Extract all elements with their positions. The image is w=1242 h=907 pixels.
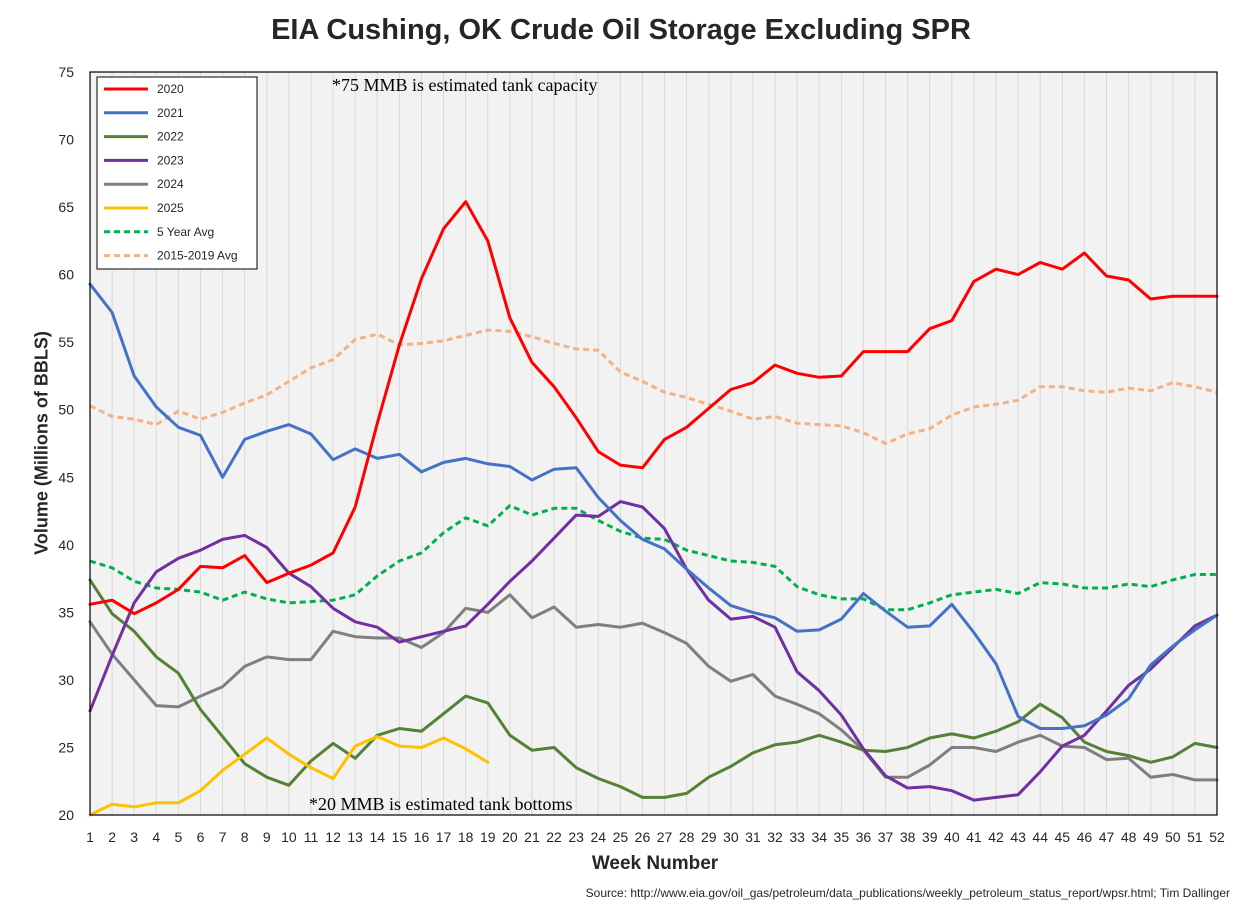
x-tick-label: 10 <box>281 829 297 845</box>
y-tick-label: 30 <box>58 672 74 688</box>
x-tick-label: 36 <box>856 829 872 845</box>
x-tick-label: 8 <box>241 829 249 845</box>
y-tick-label: 75 <box>58 64 74 80</box>
legend-label: 2015-2019 Avg <box>157 249 238 263</box>
y-tick-label: 35 <box>58 604 74 620</box>
x-tick-label: 7 <box>219 829 227 845</box>
series-line-5-year-avg <box>89 504 1217 612</box>
y-tick-label: 65 <box>58 199 74 215</box>
x-tick-label: 13 <box>347 829 363 845</box>
series-line-2020 <box>88 200 1219 616</box>
x-tick-label: 22 <box>546 829 562 845</box>
x-tick-label: 15 <box>392 829 408 845</box>
x-tick-label: 44 <box>1032 829 1048 845</box>
legend-label: 5 Year Avg <box>157 225 214 239</box>
x-tick-label: 27 <box>657 829 673 845</box>
x-tick-label: 31 <box>745 829 761 845</box>
x-tick-label: 40 <box>944 829 960 845</box>
x-tick-label: 28 <box>679 829 695 845</box>
x-tick-label: 11 <box>304 829 319 845</box>
y-tick-label: 70 <box>58 132 74 148</box>
series-line-2024 <box>88 593 1219 782</box>
x-tick-label: 6 <box>197 829 205 845</box>
x-tick-label: 41 <box>966 829 982 845</box>
x-tick-label: 9 <box>263 829 271 845</box>
x-tick-label: 14 <box>369 829 385 845</box>
y-tick-label: 45 <box>58 469 74 485</box>
x-tick-label: 52 <box>1209 829 1225 845</box>
x-tick-label: 1 <box>86 829 94 845</box>
legend-box <box>96 76 258 270</box>
legend-label: 2021 <box>157 106 184 120</box>
x-tick-label: 20 <box>502 829 518 845</box>
x-tick-label: 24 <box>590 829 606 845</box>
x-tick-label: 38 <box>900 829 916 845</box>
series-lines <box>88 200 1219 817</box>
y-tick-label: 50 <box>58 402 74 418</box>
series-line-2015-2019-avg <box>89 328 1218 445</box>
annotation-tank-capacity: *75 MMB is estimated tank capacity <box>332 75 597 95</box>
legend-label: 2024 <box>157 177 184 191</box>
x-tick-label: 18 <box>458 829 474 845</box>
plot-border <box>89 71 1218 816</box>
x-tick-label: 12 <box>325 829 341 845</box>
legend-label: 2020 <box>157 82 184 96</box>
x-tick-label: 46 <box>1077 829 1093 845</box>
x-tick-label: 50 <box>1165 829 1181 845</box>
x-tick-label: 35 <box>834 829 850 845</box>
y-tick-label: 55 <box>58 334 74 350</box>
x-tick-label: 17 <box>436 829 452 845</box>
x-tick-label: 42 <box>988 829 1004 845</box>
y-tick-label: 20 <box>58 807 74 823</box>
legend-label: 2025 <box>157 201 184 215</box>
x-tick-label: 26 <box>635 829 651 845</box>
x-tick-label: 37 <box>878 829 894 845</box>
plot-area <box>90 72 1217 815</box>
legend-label: 2023 <box>157 153 184 167</box>
x-tick-label: 2 <box>108 829 116 845</box>
x-tick-label: 45 <box>1055 829 1071 845</box>
x-tick-label: 49 <box>1143 829 1159 845</box>
y-tick-label: 25 <box>58 739 74 755</box>
series-line-2025 <box>88 735 490 817</box>
series-line-2022 <box>88 578 1219 799</box>
legend: 2020 2021 2022 2023 2024 2025 5 Year Avg 2015-2… <box>96 76 258 270</box>
annotation-tank-bottoms: *20 MMB is estimated tank bottoms <box>309 794 573 814</box>
source-note: Source: http://www.eia.gov/oil_gas/petro… <box>585 886 1230 900</box>
y-tick-label: 40 <box>58 537 74 553</box>
x-tick-label: 19 <box>480 829 496 845</box>
x-tick-label: 43 <box>1010 829 1026 845</box>
x-axis-label: Week Number <box>591 853 719 874</box>
x-tick-label: 48 <box>1121 829 1137 845</box>
x-tick-label: 3 <box>130 829 138 845</box>
x-tick-label: 23 <box>568 829 584 845</box>
x-tick-labels: 1 2 3 4 5 6 7 8 9 10 11 12 13 14 15 16 17 18 19 20 21 22 23 24 2… <box>86 829 1225 845</box>
x-tick-label: 33 <box>789 829 805 845</box>
x-tick-label: 32 <box>767 829 783 845</box>
series-line-2021 <box>88 282 1219 730</box>
x-tick-label: 5 <box>174 829 182 845</box>
y-tick-label: 60 <box>58 267 74 283</box>
x-tick-label: 47 <box>1099 829 1115 845</box>
x-tick-label: 21 <box>524 829 540 845</box>
x-tick-label: 39 <box>922 829 938 845</box>
x-tick-label: 16 <box>414 829 430 845</box>
y-tick-labels: 20 25 30 35 40 45 50 55 60 65 70 75 <box>58 64 74 823</box>
x-tick-label: 34 <box>811 829 827 845</box>
x-tick-label: 29 <box>701 829 717 845</box>
legend-label: 2022 <box>157 130 184 144</box>
chart-title: EIA Cushing, OK Crude Oil Storage Exclud… <box>271 14 971 46</box>
x-tick-label: 30 <box>723 829 739 845</box>
x-tick-label: 25 <box>613 829 629 845</box>
series-line-2023 <box>88 500 1219 802</box>
x-tick-label: 51 <box>1187 829 1203 845</box>
x-tick-label: 4 <box>152 829 160 845</box>
